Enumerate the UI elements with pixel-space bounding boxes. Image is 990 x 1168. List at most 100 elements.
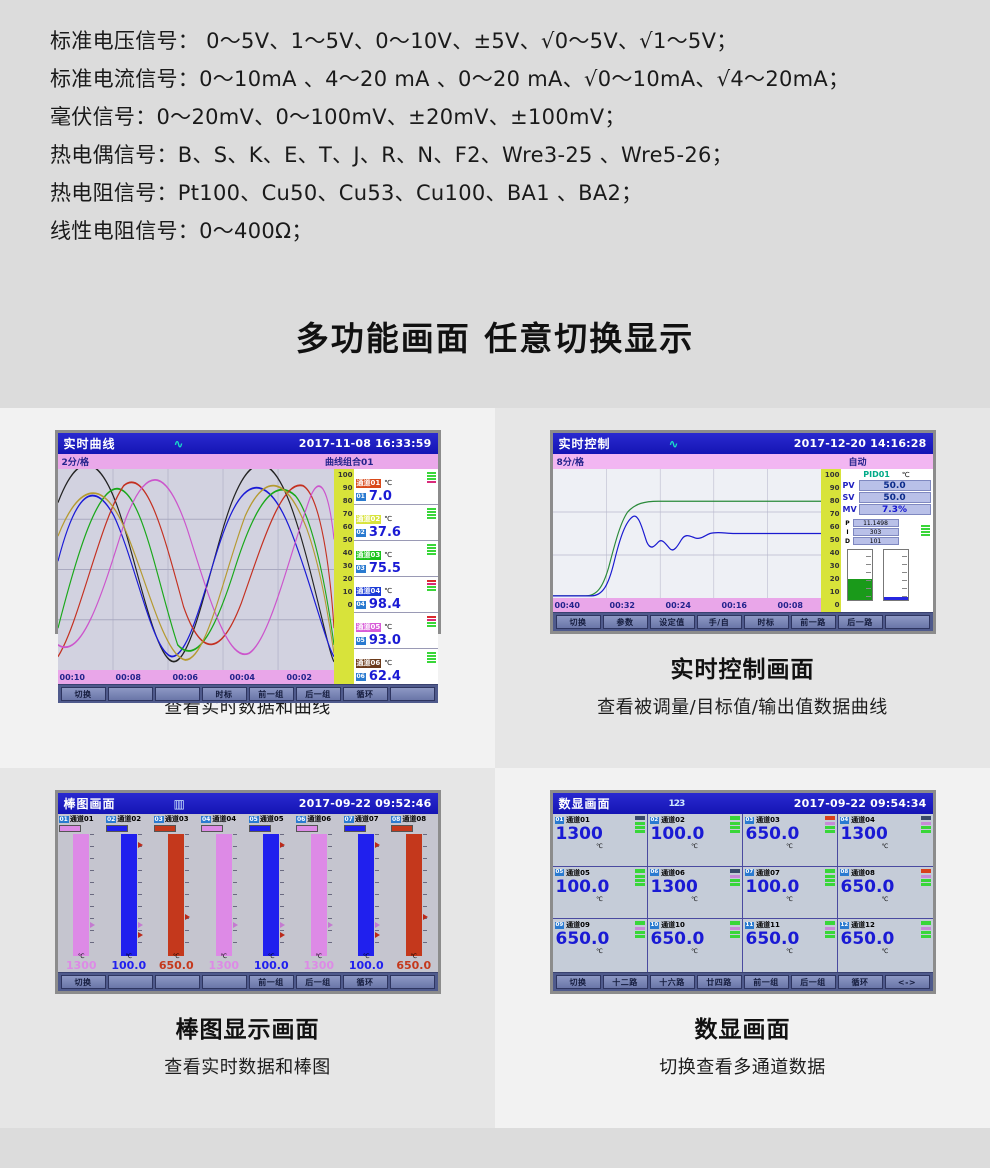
digital-channel-cell[interactable]: 01 通道01 1300 ℃ (552, 814, 648, 867)
digital-channel-cell[interactable]: 09 通道09 650.0 ℃ (553, 919, 648, 972)
bar-column[interactable]: ℃ 1300 (58, 834, 106, 972)
bar-column[interactable]: ℃ 100.0 (105, 834, 153, 972)
toolbar-button[interactable]: 切换 (555, 615, 601, 629)
toolbar-button[interactable]: 切换 (60, 687, 106, 701)
bar-column[interactable]: ℃ 1300 (200, 834, 248, 972)
bar-channel-header[interactable]: 05 通道05 (248, 814, 296, 832)
toolbar-button[interactable]: 后一组 (295, 687, 341, 701)
toolbar-button[interactable]: 后一组 (790, 975, 836, 989)
toolbar-button[interactable]: 前一组 (248, 687, 294, 701)
digital-cell-header: 05 通道05 (554, 868, 645, 878)
device-screen-curve[interactable]: 实时曲线 ∿ 2017-11-08 16:33:59 2分/格 曲线组合01 (54, 430, 441, 703)
pid-row-sv[interactable]: SV 50.0 (843, 492, 931, 503)
toolbar-button[interactable]: 时标 (201, 687, 247, 701)
pid-panel[interactable]: PID01 ℃ PV 50.0 SV 50.0 MV 7.3% (840, 469, 933, 612)
toolbar-button[interactable]: 切换 (555, 975, 601, 989)
toolbar-button-blank[interactable]: · (884, 615, 930, 629)
digital-channel-cell[interactable]: 05 通道05 100.0 ℃ (552, 866, 648, 920)
bar-channel-header[interactable]: 01 通道01 (58, 814, 106, 832)
toolbar-button-blank[interactable]: · (389, 687, 435, 701)
bar-channel-header[interactable]: 07 通道07 (343, 814, 391, 832)
toolbar-button[interactable]: <-> (884, 975, 930, 989)
y-tick: 100 (824, 471, 840, 479)
toolbar-button[interactable]: 循环 (837, 975, 883, 989)
digital-channel-cell[interactable]: 10 通道10 650.0 ℃ (648, 919, 743, 972)
digital-channel-cell[interactable]: 04 通道04 1300 ℃ (837, 814, 933, 867)
toolbar-button[interactable]: 设定值 (649, 615, 695, 629)
channel-row[interactable]: 通道05 ℃ 05 93.0 (353, 613, 438, 649)
channel-unit: ℃ (786, 843, 793, 850)
digital-channel-cell[interactable]: 07 通道07 100.0 ℃ (742, 866, 838, 920)
channel-color-swatch (920, 921, 931, 926)
toolbar-button[interactable]: 循环 (342, 975, 388, 989)
bar-column[interactable]: ℃ 100.0 (248, 834, 296, 972)
toolbar-button[interactable]: 时标 (743, 615, 789, 629)
digital-channel-cell[interactable]: 03 通道03 650.0 ℃ (742, 814, 838, 867)
digital-channel-cell[interactable]: 02 通道02 100.0 ℃ (647, 814, 743, 867)
bar-chart-area[interactable]: ℃ 1300 ℃ 100.0 ℃ 650.0 ℃ 1300 ℃ 100.0 ℃ 1300 ℃ 100.0 ℃… (57, 832, 438, 972)
channel-row[interactable]: 通道02 ℃ 02 37.6 (353, 505, 438, 541)
channel-value: 650.0 (650, 929, 705, 950)
digital-channel-cell[interactable]: 11 通道11 650.0 ℃ (743, 919, 838, 972)
toolbar-button[interactable]: 手/自 (696, 615, 742, 629)
device-screen-digital[interactable]: 数显画面 123 2017-09-22 09:54:34 01 通道01 1300 ℃… (549, 790, 936, 994)
bar-column[interactable]: ℃ 100.0 (343, 834, 391, 972)
channel-index: 03 (744, 816, 755, 824)
bar-channel-header[interactable]: 03 通道03 (153, 814, 201, 832)
pid-value[interactable]: 50.0 (858, 492, 931, 503)
toolbar-button[interactable]: 循环 (342, 687, 388, 701)
curve-plot-area[interactable]: 00:10 00:08 00:06 00:04 00:02 (57, 464, 335, 684)
toolbar-button-blank[interactable]: · (154, 975, 200, 989)
control-plot-area[interactable]: 00:40 00:32 00:24 00:16 00:08 (552, 469, 821, 612)
channel-index: 07 (744, 869, 755, 877)
channel-row[interactable]: 通道01 ℃ 01 7.0 (353, 469, 438, 505)
toolbar-button[interactable]: 参数 (602, 615, 648, 629)
channel-status-bars (426, 508, 436, 519)
toolbar-button-blank[interactable]: · (107, 687, 153, 701)
toolbar-button[interactable]: 后一路 (837, 615, 883, 629)
bar-header-line: 06 通道06 (296, 814, 343, 824)
bar-column[interactable]: ℃ 650.0 (390, 834, 438, 972)
bar-channel-header[interactable]: 06 通道06 (295, 814, 343, 832)
toolbar-button[interactable]: 十二路 (602, 975, 648, 989)
channel-row[interactable]: 通道04 ℃ 04 98.4 (353, 577, 438, 613)
toolbar-button[interactable]: 后一组 (295, 975, 341, 989)
digital-grid[interactable]: 01 通道01 1300 ℃ 02 通道02 100.0 ℃ 03 通道03 650.0 ℃ 04 通道0… (552, 814, 933, 972)
channel-row[interactable]: 通道06 ℃ 06 62.4 (354, 649, 438, 684)
bar-column[interactable]: ℃ 650.0 (153, 834, 201, 972)
device-screen-bar[interactable]: 棒图画面 ▥ 2017-09-22 09:52:46 01 通道01 02 通道02 0… (54, 790, 441, 994)
bar-channel-header[interactable]: 08 通道08 (390, 814, 438, 832)
channel-value-line: 04 98.4 (355, 598, 436, 611)
channel-status-bars (426, 652, 436, 663)
toolbar-button[interactable]: 廿四路 (696, 975, 742, 989)
toolbar-button[interactable]: 前一组 (248, 975, 294, 989)
channel-index: 05 (554, 869, 565, 877)
channel-row[interactable]: 通道03 ℃ 03 75.5 (353, 541, 438, 577)
channel-color-swatch (824, 816, 835, 820)
channel-unit: ℃ (267, 953, 275, 960)
pid-row-mv: MV 7.3% (843, 504, 931, 515)
toolbar-button-blank[interactable]: · (154, 687, 200, 701)
pid-row-pv: PV 50.0 (843, 480, 931, 491)
digital-channel-cell[interactable]: 12 通道12 650.0 ℃ (838, 919, 933, 972)
digital-channel-cell[interactable]: 06 通道06 1300 ℃ (647, 866, 743, 920)
channel-value-line: 02 37.6 (355, 526, 436, 539)
toolbar-button-blank[interactable]: · (201, 975, 247, 989)
digital-channel-cell[interactable]: 08 通道08 650.0 ℃ (837, 867, 933, 920)
device-screen-control[interactable]: 实时控制 ∿ 2017-12-20 14:16:28 8分/格 自动 (549, 430, 936, 634)
toolbar-button[interactable]: 前一路 (790, 615, 836, 629)
digital-toolbar[interactable]: 切换 十二路 十六路 廿四路 前一组 后一组 循环 <-> (552, 972, 933, 991)
bar-channel-header[interactable]: 02 通道02 (105, 814, 153, 832)
curve-channel-list[interactable]: 通道01 ℃ 01 7.0 通道02 ℃ 02 37.6 通道03 ℃ 03 75.5 通道04 ℃ 04 9… (353, 469, 438, 684)
toolbar-button-blank[interactable]: · (389, 975, 435, 989)
bar-channel-header[interactable]: 04 通道04 (200, 814, 248, 832)
toolbar-button[interactable]: 切换 (60, 975, 106, 989)
caption-title: 棒图显示画面 (175, 1017, 320, 1043)
bar-column[interactable]: ℃ 1300 (295, 834, 343, 972)
toolbar-button-blank[interactable]: · (107, 975, 153, 989)
toolbar-button[interactable]: 十六路 (649, 975, 695, 989)
toolbar-button[interactable]: 前一组 (743, 975, 789, 989)
